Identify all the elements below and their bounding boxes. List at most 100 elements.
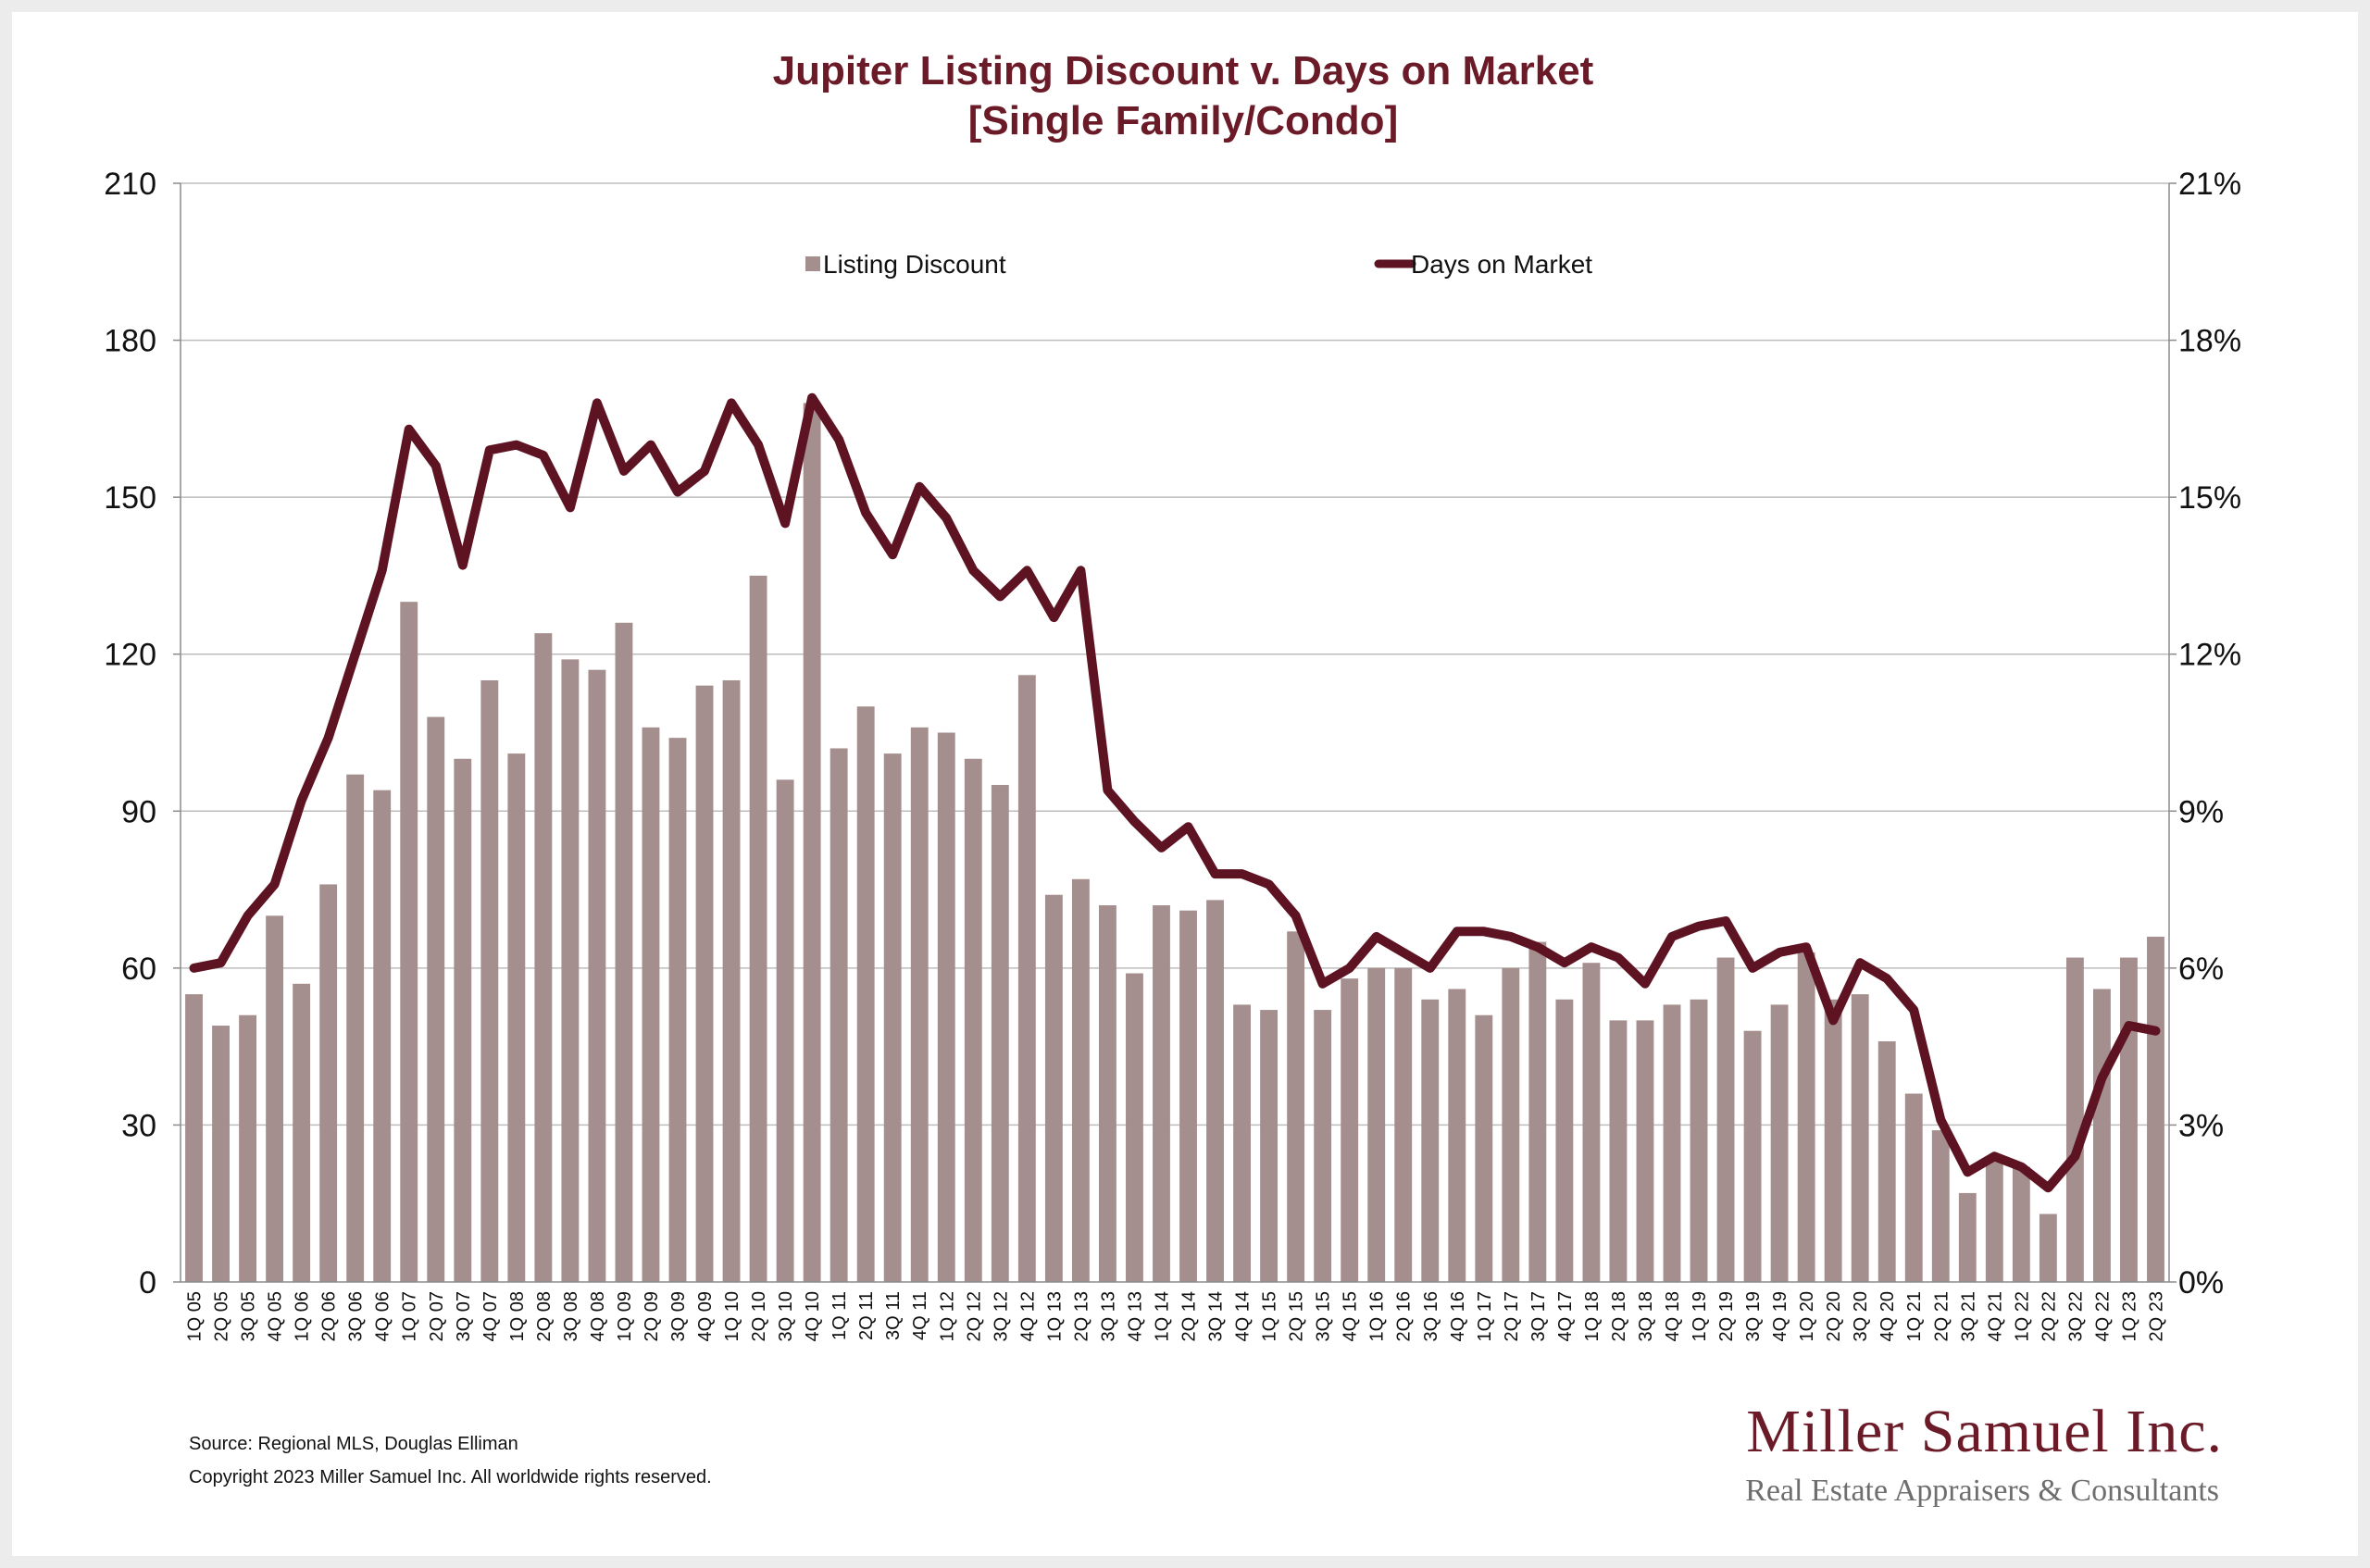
chart-subtitle: [Single Family/Condo] <box>968 98 1398 143</box>
logo-tagline: Real Estate Appraisers & Consultants <box>1745 1474 2219 1508</box>
x-tick-label: 1Q 23 <box>2120 1291 2140 1341</box>
bar-2Q-15 <box>1287 931 1305 1282</box>
source-note: Source: Regional MLS, Douglas Elliman <box>189 1434 518 1454</box>
bar-2Q-05 <box>212 1026 230 1282</box>
bar-4Q-11 <box>910 727 929 1282</box>
x-tick-label: 2Q 08 <box>534 1291 555 1341</box>
x-tick-label: 3Q 09 <box>668 1291 689 1341</box>
bar-2Q-08 <box>534 633 553 1282</box>
bar-2Q-23 <box>2147 936 2164 1282</box>
bar-2Q-13 <box>1071 878 1090 1282</box>
bar-3Q-22 <box>2065 957 2084 1282</box>
x-tick-label: 3Q 20 <box>1851 1291 1871 1341</box>
bar-3Q-17 <box>1528 941 1547 1282</box>
miller-samuel-logo: Miller Samuel Inc. Real Estate Appraiser… <box>1745 1398 2222 1508</box>
bar-3Q-15 <box>1314 1010 1332 1282</box>
bar-1Q-15 <box>1260 1010 1279 1282</box>
y-right-tick-label: 3% <box>2178 1108 2224 1143</box>
x-tick-label: 4Q 06 <box>373 1291 393 1341</box>
bar-1Q-06 <box>293 983 311 1282</box>
y-right-tick-label: 15% <box>2178 480 2241 516</box>
x-tick-label: 1Q 13 <box>1044 1291 1065 1341</box>
x-tick-label: 3Q 17 <box>1528 1291 1549 1341</box>
x-tick-label: 3Q 13 <box>1098 1291 1118 1341</box>
bar-2Q-16 <box>1394 967 1413 1282</box>
bar-4Q-09 <box>695 685 714 1282</box>
copyright-note: Copyright 2023 Miller Samuel Inc. All wo… <box>189 1467 712 1487</box>
bar-3Q-13 <box>1098 905 1116 1282</box>
bar-3Q-05 <box>239 1014 257 1282</box>
bar-4Q-06 <box>373 790 392 1282</box>
bar-4Q-18 <box>1663 1004 1681 1282</box>
bar-1Q-07 <box>400 602 418 1282</box>
x-tick-label: 4Q 13 <box>1126 1291 1146 1341</box>
y-left-tick-label: 150 <box>104 480 156 516</box>
x-tick-label: 4Q 20 <box>1877 1291 1898 1341</box>
x-tick-label: 1Q 16 <box>1367 1291 1388 1341</box>
x-tick-label: 2Q 13 <box>1071 1291 1091 1341</box>
x-tick-label: 2Q 17 <box>1502 1291 1522 1341</box>
bar-2Q-09 <box>642 727 660 1282</box>
x-tick-label: 3Q 11 <box>883 1291 904 1340</box>
x-tick-label: 1Q 09 <box>615 1291 635 1341</box>
y-left-tick-label: 60 <box>121 952 156 987</box>
x-tick-label: 4Q 18 <box>1663 1291 1683 1341</box>
bar-4Q-15 <box>1341 978 1359 1282</box>
bar-3Q-08 <box>561 659 580 1282</box>
bar-2Q-10 <box>749 575 767 1282</box>
x-tick-label: 3Q 12 <box>991 1291 1011 1341</box>
bar-3Q-06 <box>346 774 365 1282</box>
legend-bar-swatch <box>805 256 820 271</box>
x-tick-label: 2Q 06 <box>319 1291 340 1341</box>
x-tick-label: 3Q 14 <box>1206 1291 1227 1341</box>
x-axis-ticks: 1Q 05 2Q 05 3Q 05 4Q 05 1Q 06 2Q 06 3Q 06 4Q 06… <box>185 1291 2167 1341</box>
bar-3Q-18 <box>1636 1020 1654 1282</box>
x-tick-label: 2Q 15 <box>1287 1291 1307 1341</box>
bar-2Q-07 <box>427 716 445 1282</box>
bar-4Q-10 <box>803 403 821 1282</box>
bar-4Q-17 <box>1555 999 1574 1282</box>
bar-4Q-05 <box>266 915 284 1282</box>
bar-4Q-20 <box>1877 1040 1896 1282</box>
x-tick-label: 4Q 05 <box>266 1291 286 1341</box>
listing-discount-bars <box>185 403 2164 1282</box>
y-right-tick-label: 0% <box>2178 1265 2224 1300</box>
bar-2Q-18 <box>1609 1020 1628 1282</box>
x-tick-label: 1Q 07 <box>400 1291 420 1341</box>
x-tick-label: 2Q 14 <box>1179 1291 1200 1341</box>
x-tick-label: 2Q 07 <box>427 1291 447 1341</box>
x-tick-label: 4Q 15 <box>1341 1291 1361 1341</box>
bar-3Q-19 <box>1743 1030 1762 1282</box>
x-tick-label: 3Q 08 <box>561 1291 581 1341</box>
bar-1Q-18 <box>1582 963 1601 1282</box>
bar-4Q-14 <box>1233 1004 1252 1282</box>
x-tick-label: 2Q 09 <box>642 1291 662 1341</box>
bar-1Q-19 <box>1690 999 1708 1282</box>
bar-3Q-14 <box>1206 900 1224 1282</box>
x-tick-label: 1Q 12 <box>937 1291 957 1341</box>
legend-days-on-market: Days on Market <box>1411 250 1592 279</box>
bar-1Q-16 <box>1367 967 1386 1282</box>
x-tick-label: 4Q 16 <box>1448 1291 1468 1341</box>
x-tick-label: 3Q 21 <box>1958 1291 1978 1341</box>
y-left-tick-label: 30 <box>121 1108 156 1143</box>
bar-3Q-21 <box>1958 1192 1977 1282</box>
x-tick-label: 2Q 10 <box>749 1291 769 1341</box>
x-tick-label: 3Q 06 <box>346 1291 367 1341</box>
bar-2Q-20 <box>1824 999 1842 1282</box>
x-tick-label: 1Q 14 <box>1153 1291 1173 1341</box>
x-tick-label: 2Q 18 <box>1609 1291 1629 1341</box>
bar-4Q-07 <box>480 679 499 1282</box>
legend: Listing Discount Days on Market <box>805 250 1592 279</box>
bar-4Q-19 <box>1770 1004 1789 1282</box>
bar-2Q-22 <box>2039 1213 2057 1282</box>
bar-2Q-06 <box>319 884 338 1282</box>
chart-title: Jupiter Listing Discount v. Days on Mark… <box>773 48 1594 93</box>
bar-1Q-20 <box>1797 952 1815 1282</box>
y-right-tick-label: 18% <box>2178 324 2241 359</box>
bar-1Q-21 <box>1904 1093 1923 1282</box>
x-tick-label: 4Q 08 <box>588 1291 608 1341</box>
x-tick-label: 4Q 22 <box>2092 1291 2113 1341</box>
bar-1Q-09 <box>615 622 633 1282</box>
y-right-tick-label: 12% <box>2178 638 2241 673</box>
